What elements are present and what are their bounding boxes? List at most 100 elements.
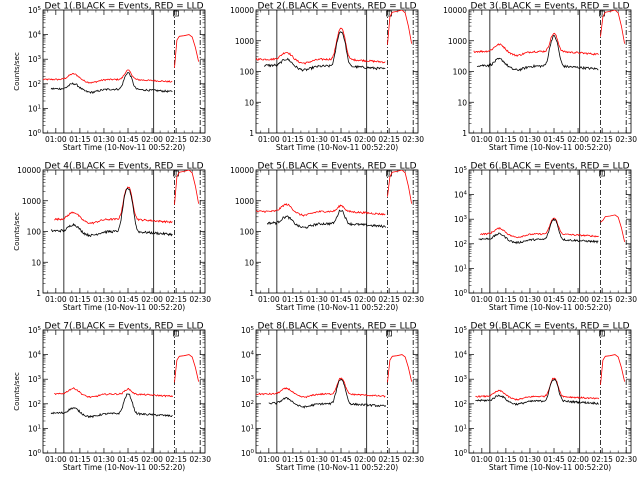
square-marker	[599, 330, 605, 337]
y-tick-label: 102	[241, 400, 254, 409]
plot-frame	[42, 9, 206, 134]
y-tick-label: 103	[28, 55, 42, 64]
y-tick-label: 102	[28, 80, 41, 89]
lld-series-line	[174, 354, 199, 383]
lld-series-line	[475, 377, 600, 401]
x-tick-label: 02:15	[591, 455, 613, 464]
panel-det-7: Det 7(.BLACK = Events, RED = LLD 100 101 10…	[13, 322, 211, 473]
x-tick-label: 02:00	[567, 295, 589, 304]
panel-det-8: Det 8(.BLACK = Events, RED = LLD 100 101 10…	[241, 322, 424, 473]
events-series-line	[476, 35, 599, 72]
lld-series-line	[387, 10, 412, 45]
y-tick-label: 103	[28, 375, 42, 384]
y-tick-label: 10	[244, 98, 254, 107]
x-tick-label: 01:30	[93, 295, 115, 304]
lld-series-line	[174, 170, 199, 205]
panel-det-3: Det 3(.BLACK = Events, RED = LLD 1 10 100 10…	[443, 2, 637, 153]
y-tick-label: 1	[462, 129, 467, 138]
y-tick-label: 100	[27, 228, 42, 237]
lld-series-line	[600, 214, 625, 242]
panel-title: Det 8(.BLACK = Events, RED = LLD	[257, 322, 416, 332]
x-tick-label: 01:00	[258, 455, 280, 464]
x-axis-label: Start Time (10-Nov-11 00:52:20)	[63, 143, 185, 152]
y-tick-label: 10000	[230, 166, 254, 175]
lld-series-line	[43, 69, 173, 84]
x-tick-label: 02:00	[141, 295, 163, 304]
square-marker	[386, 330, 392, 337]
plot-frame	[255, 9, 419, 134]
y-tick-label: 100	[454, 289, 468, 298]
lld-series-line	[54, 387, 173, 399]
x-tick-label: 02:30	[402, 135, 424, 144]
x-tick-label: 01:45	[330, 455, 352, 464]
panel-title: Det 9(.BLACK = Events, RED = LLD	[470, 322, 629, 332]
panel-title: Det 3(.BLACK = Events, RED = LLD	[470, 2, 629, 12]
x-tick-label: 01:15	[282, 295, 304, 304]
x-tick-label: 01:00	[471, 295, 493, 304]
x-tick-label: 01:15	[69, 295, 91, 304]
x-tick-label: 01:45	[117, 135, 139, 144]
panel-det-2: Det 2(.BLACK = Events, RED = LLD 1 10 100 10…	[230, 2, 424, 153]
x-tick-label: 02:15	[378, 135, 400, 144]
panel-title: Det 1(.BLACK = Events, RED = LLD	[44, 2, 203, 12]
plot-frame	[42, 169, 206, 294]
x-tick-label: 02:15	[165, 455, 187, 464]
x-tick-label: 01:45	[543, 295, 565, 304]
y-tick-label: 1	[249, 129, 254, 138]
x-tick-label: 01:30	[519, 295, 541, 304]
panel-title: Det 6(.BLACK = Events, RED = LLD	[470, 162, 629, 172]
square-marker	[173, 330, 179, 337]
lld-series-line	[600, 10, 625, 44]
panel-title: Det 5(.BLACK = Events, RED = LLD	[257, 162, 416, 172]
panel-title: Det 7(.BLACK = Events, RED = LLD	[44, 322, 203, 332]
y-axis-label: Counts/sec	[13, 212, 21, 251]
y-tick-label: 101	[454, 424, 467, 433]
x-axis-label: Start Time (10-Nov-11 00:52:20)	[63, 303, 185, 312]
x-tick-label: 01:00	[45, 295, 67, 304]
y-tick-label: 104	[454, 351, 468, 360]
y-tick-label: 101	[454, 264, 467, 273]
y-tick-label: 10	[457, 98, 467, 107]
x-tick-label: 02:00	[141, 455, 163, 464]
plot-frame	[468, 329, 632, 454]
square-marker	[173, 10, 179, 17]
x-tick-label: 01:45	[543, 135, 565, 144]
y-tick-label: 101	[28, 104, 41, 113]
x-tick-label: 01:15	[282, 135, 304, 144]
events-series-line	[50, 72, 173, 95]
lld-series-line	[174, 34, 199, 68]
events-series-line	[266, 209, 386, 229]
y-tick-label: 103	[241, 375, 255, 384]
events-series-line	[268, 378, 387, 409]
events-series-line	[50, 187, 173, 238]
y-tick-label: 10	[31, 258, 41, 267]
x-tick-label: 01:00	[45, 455, 67, 464]
y-tick-label: 103	[454, 375, 468, 384]
panel-det-5: Det 5(.BLACK = Events, RED = LLD 1 10 100 10…	[230, 162, 424, 313]
x-tick-label: 01:30	[306, 135, 328, 144]
y-tick-label: 1000	[22, 197, 41, 206]
lld-series-line	[387, 170, 412, 204]
y-tick-label: 100	[240, 228, 255, 237]
x-tick-label: 02:30	[615, 455, 637, 464]
x-axis-label: Start Time (10-Nov-11 00:52:20)	[276, 463, 398, 472]
y-tick-label: 1	[36, 289, 41, 298]
x-axis-label: Start Time (10-Nov-11 00:52:20)	[489, 463, 611, 472]
lld-series-line	[256, 27, 386, 65]
x-tick-label: 01:45	[330, 135, 352, 144]
y-tick-label: 100	[240, 68, 255, 77]
y-tick-label: 100	[28, 129, 42, 138]
y-tick-label: 10000	[230, 6, 254, 15]
y-tick-label: 10000	[17, 166, 41, 175]
x-axis-label: Start Time (10-Nov-11 00:52:20)	[489, 303, 611, 312]
square-marker	[599, 170, 605, 177]
x-tick-label: 01:45	[330, 295, 352, 304]
x-tick-label: 01:30	[306, 295, 328, 304]
y-tick-label: 105	[454, 326, 468, 335]
x-tick-label: 02:15	[591, 295, 613, 304]
x-tick-label: 01:15	[282, 455, 304, 464]
plot-frame	[468, 169, 632, 294]
y-tick-label: 100	[453, 68, 468, 77]
y-tick-label: 103	[454, 215, 468, 224]
